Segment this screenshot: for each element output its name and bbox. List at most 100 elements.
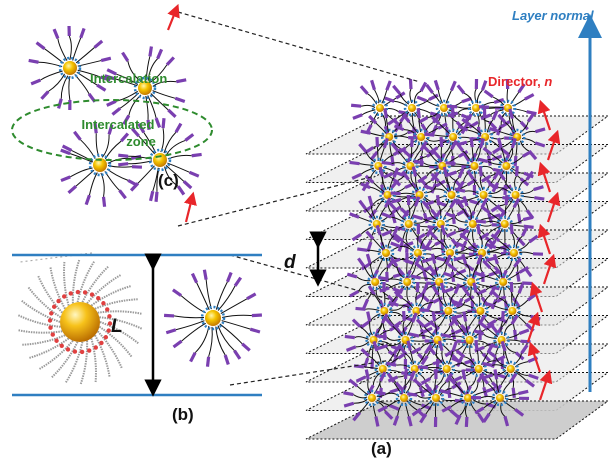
alkyl-chain <box>409 257 417 271</box>
mesogen-unit <box>443 271 454 278</box>
mesogen-unit <box>435 256 447 262</box>
alkyl-chain <box>472 399 487 405</box>
alkyl-chain <box>165 139 186 156</box>
alkyl-chain <box>484 301 498 310</box>
alkyl-chain <box>77 69 101 78</box>
alkyl-chain <box>380 212 393 222</box>
oxygen-atom <box>72 349 78 354</box>
alkyl-chain <box>440 264 447 278</box>
mesogen-unit <box>402 148 412 158</box>
mesogen-unit <box>121 51 130 62</box>
mesogen-unit <box>476 254 483 265</box>
mesogen-unit <box>383 171 394 179</box>
ligand-shell <box>398 273 416 291</box>
mesogen-unit <box>167 108 177 118</box>
mesogen-unit <box>447 262 458 272</box>
alkyl-chain <box>482 360 496 368</box>
panel-a-label: (a) <box>371 439 392 458</box>
mesogen-unit <box>377 405 388 413</box>
mesogen-unit <box>488 182 499 190</box>
mesogen-unit <box>93 39 104 49</box>
gold-core <box>510 249 518 257</box>
alkyl-chain <box>181 322 206 342</box>
mesogen-unit <box>68 99 72 111</box>
mesogen-unit <box>461 369 467 380</box>
alkyl-chain <box>469 344 473 360</box>
alkyl-chain <box>101 134 110 158</box>
ligand-shell <box>476 128 494 146</box>
alkyl-chain <box>491 153 503 164</box>
mesogen-unit <box>497 113 507 124</box>
intercalation-label: Intercalation <box>90 71 167 86</box>
ligand-shell <box>365 331 382 349</box>
mesogen-unit <box>411 166 418 177</box>
ligand-shell <box>412 128 430 146</box>
alkyl-chain <box>391 162 406 166</box>
alkyl-chain <box>355 341 370 348</box>
mesogen-unit <box>425 83 434 94</box>
alkyl-chain <box>442 338 457 342</box>
mesogen-unit <box>518 265 530 274</box>
alkyl-chain <box>165 164 185 182</box>
alkyl-chain <box>420 341 434 349</box>
mesogen-unit <box>369 150 379 161</box>
molecule-chain <box>38 340 74 370</box>
alkyl-chain <box>480 257 484 273</box>
mesogen-unit <box>534 196 545 201</box>
mesogen-unit <box>137 122 146 134</box>
mesogen-unit <box>96 83 107 92</box>
mesogen-unit <box>430 172 440 183</box>
mesogen-unit <box>401 113 411 124</box>
gold-core <box>400 394 408 402</box>
alkyl-chain <box>454 216 469 223</box>
mesogen-unit <box>392 415 400 426</box>
ligand-shell <box>411 186 428 204</box>
mesogen-unit <box>509 223 514 235</box>
alkyl-chain <box>371 205 376 220</box>
gold-nanoparticle <box>60 302 100 342</box>
alkyl-chain <box>128 160 153 165</box>
alkyl-chain <box>422 218 437 224</box>
ligand-shell <box>504 302 521 320</box>
alkyl-chain <box>369 263 375 278</box>
mesogen-unit <box>188 170 200 178</box>
mesogen-unit <box>396 266 406 277</box>
alkyl-chain <box>497 170 505 184</box>
alkyl-chain <box>492 370 507 376</box>
mesogen-unit <box>410 274 421 280</box>
mesogen-unit <box>412 214 424 221</box>
ligand-shell <box>395 389 413 407</box>
alkyl-chain <box>152 80 177 87</box>
oxygen-atom <box>59 343 64 349</box>
alkyl-chain <box>498 130 513 137</box>
alkyl-chain <box>495 253 510 259</box>
alkyl-chain <box>439 123 450 134</box>
mesogen-unit <box>480 374 490 385</box>
alkyl-chain <box>453 283 467 289</box>
alkyl-chain <box>444 149 452 162</box>
alkyl-chain <box>379 147 385 162</box>
mesogen-unit <box>165 56 175 66</box>
alkyl-chain <box>68 75 71 101</box>
mesogen-unit <box>511 387 516 398</box>
director-arrow <box>537 161 552 193</box>
mesogen-unit <box>526 112 536 123</box>
mesogen-unit <box>351 318 362 328</box>
alkyl-chain <box>520 189 535 195</box>
mesogen-unit <box>466 169 475 180</box>
ligand-shell <box>470 360 488 378</box>
mesogen-unit <box>374 416 380 427</box>
mesogen-unit <box>524 93 535 101</box>
mesogen-unit <box>450 139 458 151</box>
ligand-shell <box>403 99 421 117</box>
alkyl-chain <box>413 90 422 104</box>
mesogen-unit <box>410 136 414 148</box>
mesogen-unit <box>457 124 469 132</box>
mesogen-unit <box>508 108 514 120</box>
mesogen-unit <box>392 84 401 95</box>
ligand-shell <box>377 244 395 262</box>
mesogen-unit <box>174 122 183 134</box>
alkyl-chain <box>480 395 496 399</box>
alkyl-chain <box>448 109 462 116</box>
mesogen-unit <box>349 212 360 219</box>
